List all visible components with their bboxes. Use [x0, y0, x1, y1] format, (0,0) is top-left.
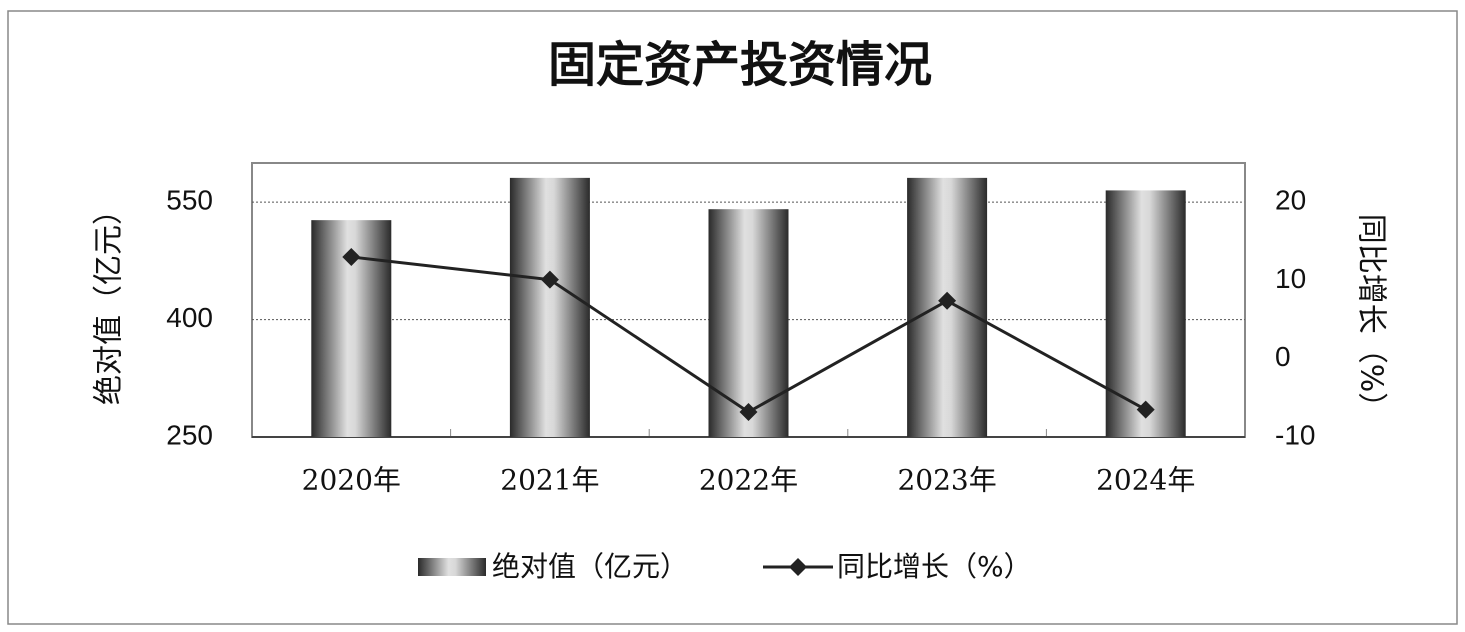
y2-tick-label: -10: [1275, 419, 1315, 450]
y-tick-label: 550: [166, 185, 213, 216]
marker: [938, 291, 957, 310]
bar: [708, 209, 789, 437]
marker: [739, 402, 758, 421]
legend-marker: [789, 558, 807, 576]
y-tick-label: 400: [166, 302, 213, 333]
legend-label: 同比增长（%）: [837, 550, 1032, 583]
x-tick-label: 2020年: [302, 464, 401, 497]
y2-tick-label: 20: [1275, 185, 1306, 216]
bar: [509, 177, 590, 438]
y-tick-label: 250: [166, 419, 213, 450]
x-tick-label: 2021年: [500, 464, 599, 497]
chart-title: 固定资产投资情况: [548, 37, 932, 93]
bar: [1105, 190, 1186, 437]
y2-tick-label: 0: [1275, 341, 1291, 372]
legend-label: 绝对值（亿元）: [492, 550, 688, 583]
marker: [1136, 400, 1155, 419]
x-tick-label: 2023年: [897, 464, 996, 497]
y2-tick-label: 10: [1275, 263, 1306, 294]
x-tick-label: 2024年: [1096, 464, 1195, 497]
y2-axis-title: 同比增长（%）: [1354, 214, 1389, 423]
marker: [540, 270, 559, 289]
marker: [342, 247, 361, 266]
x-tick-label: 2022年: [699, 464, 798, 497]
legend-swatch: [418, 558, 486, 576]
y-axis-title: 绝对值（亿元）: [92, 195, 127, 405]
